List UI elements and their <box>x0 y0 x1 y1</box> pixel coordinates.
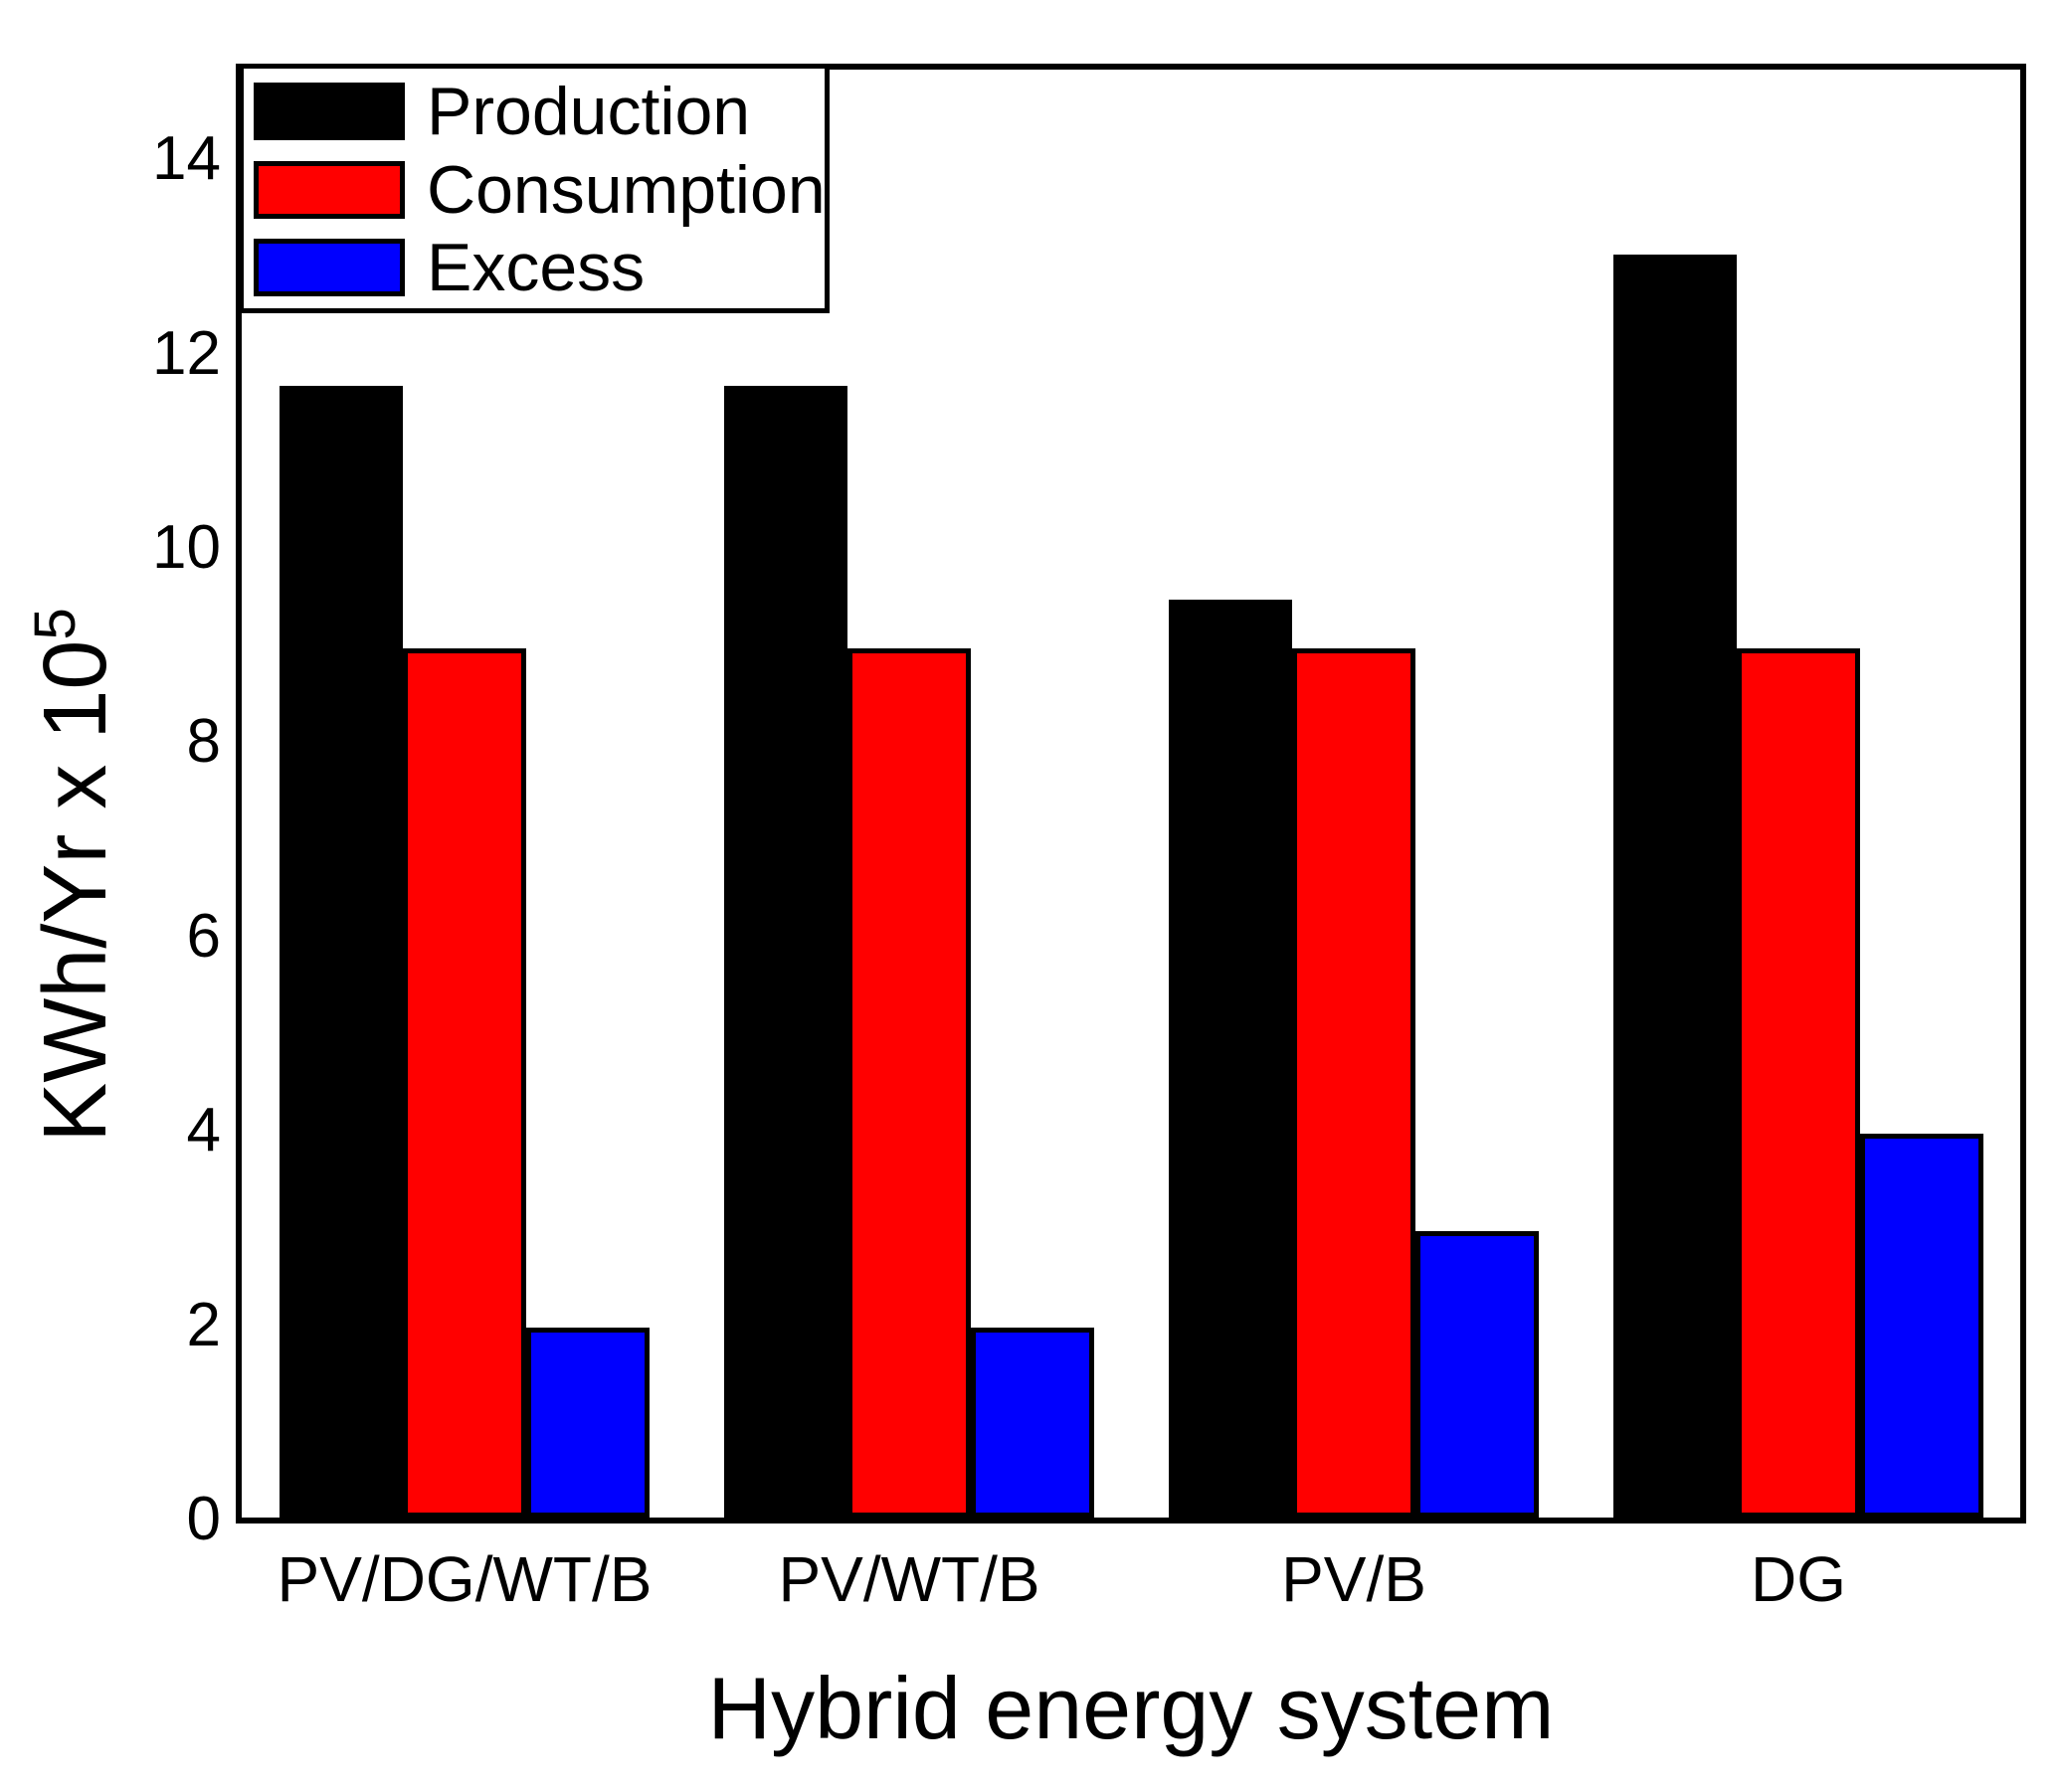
bar-consumption-pv-wt-b <box>847 648 971 1518</box>
legend-label-production: Production <box>427 74 751 149</box>
legend-row-production: Production <box>254 74 815 149</box>
legend-row-consumption: Consumption <box>254 156 826 224</box>
x-tick-label-pv-wt-b: PV/WT/B <box>778 1543 1040 1615</box>
y-tick-label-8: 8 <box>186 707 221 776</box>
y-tick-label-4: 4 <box>186 1096 221 1165</box>
bar-production-dg <box>1613 255 1737 1518</box>
x-tick-label-pv-b: PV/B <box>1281 1543 1426 1615</box>
y-tick-label-2: 2 <box>186 1291 221 1359</box>
bar-production-pv-b <box>1169 600 1292 1518</box>
bar-production-pv-wt-b <box>724 386 847 1518</box>
bar-excess-pv-wt-b <box>971 1328 1094 1518</box>
y-tick-label-0: 0 <box>186 1485 221 1553</box>
y-axis-title: KWh/Yr x 105 <box>23 608 125 1142</box>
y-axis-title-superscript: 5 <box>23 608 88 640</box>
legend-row-excess: Excess <box>254 230 815 305</box>
bar-consumption-pv-dg-wt-b <box>403 648 526 1518</box>
bar-production-pv-dg-wt-b <box>280 386 403 1518</box>
x-tick-label-pv-dg-wt-b: PV/DG/WT/B <box>277 1543 653 1615</box>
plot-inner <box>242 70 2020 1518</box>
x-tick-label-dg: DG <box>1751 1543 1846 1615</box>
production-swatch <box>254 83 405 140</box>
excess-swatch <box>254 239 405 296</box>
bar-excess-dg <box>1860 1134 1983 1518</box>
legend-box: Production Consumption Excess <box>239 64 830 313</box>
y-tick-label-12: 12 <box>152 319 221 388</box>
y-tick-label-6: 6 <box>186 902 221 971</box>
bar-excess-pv-dg-wt-b <box>526 1328 650 1518</box>
y-tick-label-10: 10 <box>152 513 221 582</box>
bar-excess-pv-b <box>1415 1231 1539 1518</box>
legend-label-excess: Excess <box>427 230 646 305</box>
bar-consumption-pv-b <box>1292 648 1415 1518</box>
y-tick-label-14: 14 <box>152 124 221 193</box>
x-axis-title: Hybrid energy system <box>707 1659 1555 1757</box>
consumption-swatch <box>254 160 405 219</box>
bar-consumption-dg <box>1737 648 1860 1518</box>
legend-label-consumption: Consumption <box>427 151 826 228</box>
